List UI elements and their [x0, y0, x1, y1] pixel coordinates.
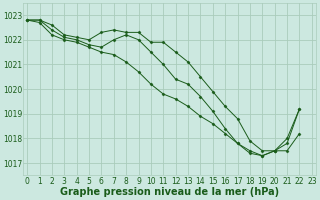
- X-axis label: Graphe pression niveau de la mer (hPa): Graphe pression niveau de la mer (hPa): [60, 187, 279, 197]
